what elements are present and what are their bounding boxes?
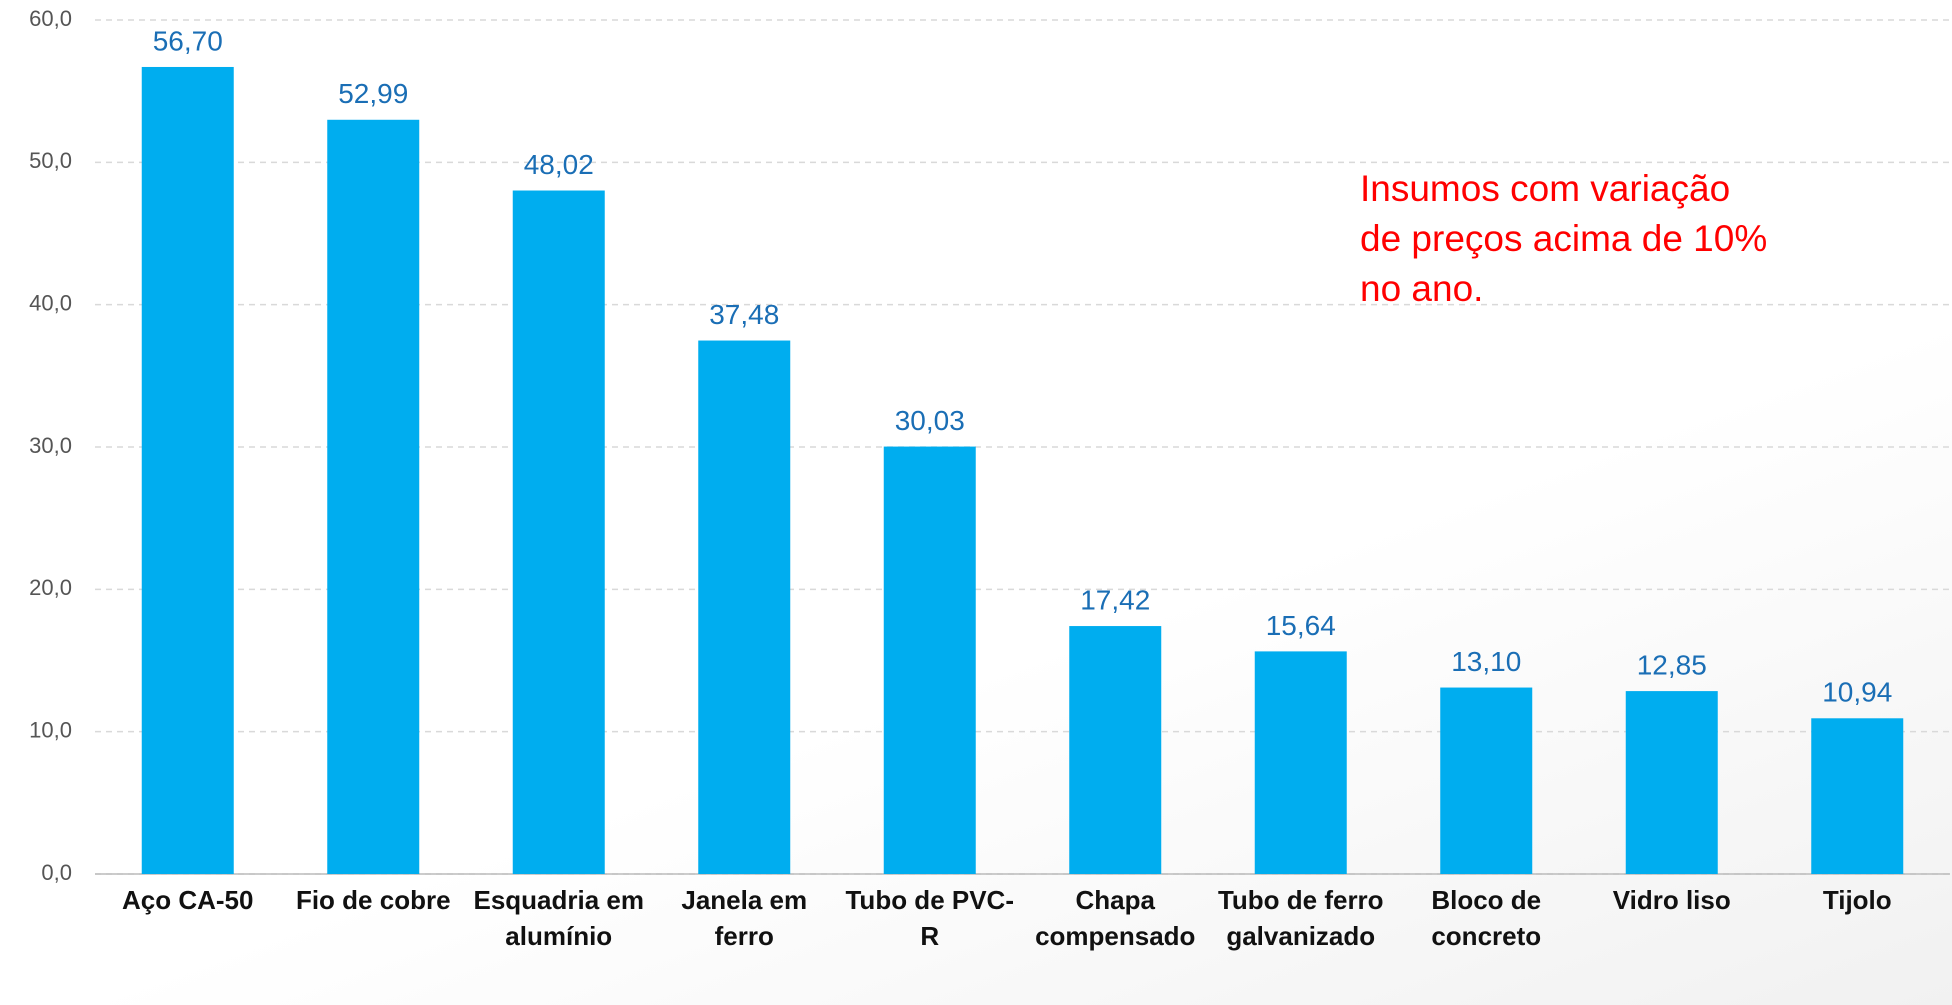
bar <box>1254 651 1347 874</box>
value-label: 15,64 <box>1266 610 1336 641</box>
x-tick-label: Tubo de ferro galvanizado <box>1217 885 1384 951</box>
value-label: 56,70 <box>153 25 223 56</box>
x-tick-label: Aço CA-50 <box>122 885 254 915</box>
y-tick-label: 40,0 <box>29 290 72 315</box>
bar <box>1440 687 1533 874</box>
value-label: 17,42 <box>1080 584 1150 615</box>
bar <box>1625 691 1718 874</box>
x-tick-label: Tubo de PVC-R <box>845 885 1014 951</box>
bar <box>883 446 976 874</box>
x-tick-label: Bloco de concreto <box>1431 885 1542 951</box>
x-tick-label: Tijolo <box>1822 885 1892 915</box>
x-tick-label: Esquadria em alumínio <box>473 885 644 951</box>
x-tick-label: Chapa compensado <box>1035 885 1196 951</box>
annotation: Insumos com variação de preços acima de … <box>1360 168 1768 309</box>
y-tick-label: 10,0 <box>29 717 72 742</box>
value-label: 10,94 <box>1822 677 1892 708</box>
value-label: 12,85 <box>1637 649 1707 680</box>
bar <box>512 190 605 875</box>
y-tick-label: 60,0 <box>29 6 72 31</box>
value-label: 30,03 <box>895 405 965 436</box>
bar <box>1811 718 1904 874</box>
value-label: 13,10 <box>1451 646 1521 677</box>
bar <box>1069 626 1162 874</box>
y-tick-label: 0,0 <box>41 860 72 885</box>
bar <box>698 340 791 874</box>
y-tick-label: 20,0 <box>29 575 72 600</box>
y-tick-label: 50,0 <box>29 148 72 173</box>
x-tick-label: Janela em ferro <box>681 885 808 951</box>
x-tick-label: Fio de cobre <box>295 885 451 915</box>
x-tick-label: Vidro liso <box>1612 885 1731 915</box>
value-label: 37,48 <box>709 299 779 330</box>
value-label: 48,02 <box>524 149 594 180</box>
bar <box>327 119 420 875</box>
y-tick-label: 30,0 <box>29 433 72 458</box>
bar <box>141 66 234 875</box>
value-label: 52,99 <box>338 78 408 109</box>
